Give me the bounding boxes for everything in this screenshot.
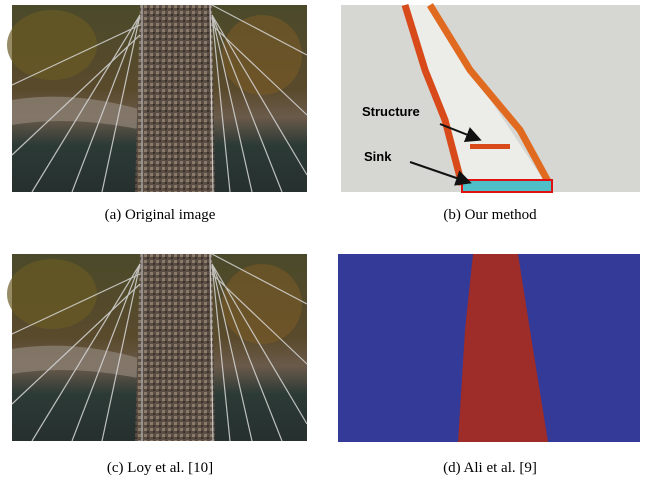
caption: (d) Ali et al. [9] <box>443 460 537 476</box>
caption: (b) Our method <box>443 207 537 223</box>
loy-image <box>6 253 308 442</box>
ali-image <box>338 254 640 442</box>
annotation: Structure <box>362 104 420 119</box>
annotation: Sink <box>364 149 392 164</box>
caption: (c) Loy et al. [10] <box>107 460 213 476</box>
method-image: Structure Sink <box>341 3 640 193</box>
original-image <box>6 4 308 193</box>
caption: (a) Original image <box>105 207 216 223</box>
